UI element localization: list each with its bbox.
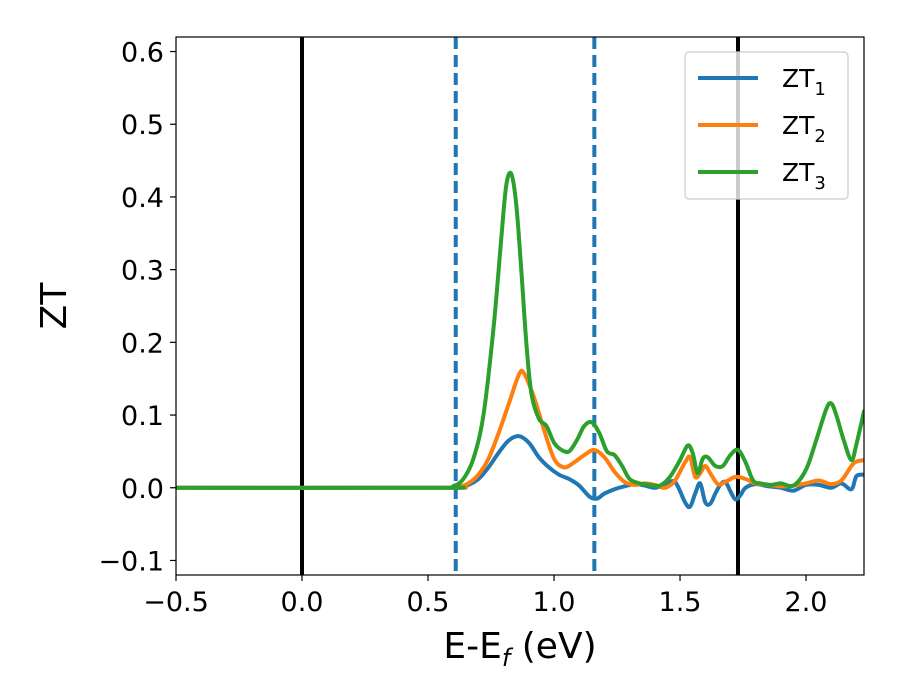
axes: −0.5 0.0 0.5 1.0 1.5 2.0 −0.1 0.0 0.1 0.2 0.3 0.4 0.…	[98, 36, 865, 618]
series-line-zt3	[176, 170, 864, 490]
x-tick-label: 2.0	[785, 587, 828, 618]
y-tick-label: 0.4	[121, 183, 164, 214]
y-tick-label: −0.1	[98, 546, 164, 577]
x-tick-label: 0.5	[407, 587, 450, 618]
x-axis-title-unit: (eV)	[510, 626, 596, 667]
x-axis-title: E-Ef (eV)	[443, 626, 596, 672]
y-tick-label: 0.3	[121, 256, 164, 287]
y-tick-label: 0.1	[121, 401, 164, 432]
legend-label-zt2: ZT2	[782, 111, 826, 147]
series-line-zt2	[176, 368, 864, 490]
y-axis-title: ZT	[34, 282, 75, 330]
x-tick-label: 0.0	[281, 587, 324, 618]
series-line-zt1	[176, 434, 864, 510]
legend-label-zt3: ZT3	[782, 158, 826, 194]
x-tick-label: 1.5	[659, 587, 702, 618]
x-axis-title-base: E-E	[443, 626, 501, 667]
legend-box	[684, 51, 849, 200]
x-tick-label: −0.5	[143, 587, 209, 618]
legend-label-zt1: ZT1	[782, 64, 826, 100]
y-tick-label: 0.5	[121, 110, 164, 141]
y-tick-label: 0.6	[121, 38, 164, 69]
y-tick-label: 0.2	[121, 328, 164, 359]
plot-frame	[175, 36, 865, 576]
x-tick-label: 1.0	[533, 587, 576, 618]
y-tick-label: 0.0	[121, 474, 164, 505]
legend: ZT1 ZT2 ZT3	[684, 51, 849, 200]
